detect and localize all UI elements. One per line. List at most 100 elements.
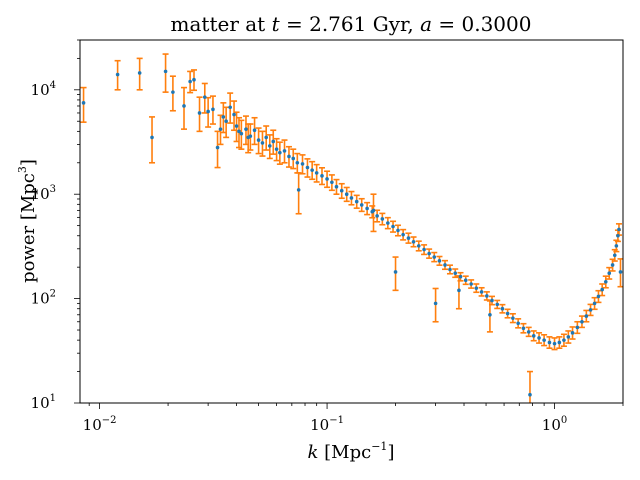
data-point: [396, 228, 400, 233]
data-point: [215, 145, 220, 150]
data-point: [271, 139, 276, 144]
data-point: [457, 288, 461, 293]
data-point: [433, 301, 438, 306]
data-point: [432, 255, 437, 259]
data-point: [188, 79, 192, 84]
data-point: [197, 111, 202, 115]
data-point: [211, 107, 215, 112]
data-point: [610, 263, 615, 267]
errorbar-layer: [80, 53, 624, 403]
data-point: [422, 247, 426, 252]
data-point: [463, 278, 468, 283]
data-point: [252, 128, 257, 133]
data-point: [244, 127, 248, 131]
data-point: [488, 312, 492, 317]
data-point: [393, 270, 398, 274]
data-point: [596, 294, 601, 299]
data-point: [305, 165, 310, 170]
data-point: [359, 203, 364, 207]
data-point: [248, 134, 253, 138]
data-point: [542, 338, 546, 342]
data-point: [150, 135, 154, 140]
data-point: [511, 316, 515, 320]
axes-frame: [79, 39, 624, 404]
data-point: [570, 331, 575, 335]
data-point: [600, 287, 604, 292]
data-point: [588, 308, 593, 312]
x-axis-label: k [Mpc−1]: [308, 440, 395, 463]
data-point: [386, 221, 390, 225]
point-layer: [81, 69, 623, 397]
x-tick-label: 100: [542, 415, 567, 434]
data-point: [580, 319, 584, 324]
data-point: [354, 199, 359, 204]
data-point: [310, 168, 314, 172]
data-point: [300, 162, 305, 166]
data-point: [616, 233, 620, 238]
data-point: [562, 338, 566, 342]
data-point: [287, 154, 291, 159]
data-point: [330, 180, 334, 185]
data-point: [416, 244, 421, 248]
data-point: [375, 214, 379, 218]
data-point: [344, 192, 349, 197]
y-tick-label: 103: [31, 184, 56, 203]
data-point: [406, 236, 411, 240]
data-point: [163, 69, 168, 74]
data-point: [232, 112, 236, 117]
data-point: [500, 306, 505, 311]
data-point: [234, 124, 239, 128]
data-point: [237, 129, 241, 134]
data-point: [380, 217, 385, 221]
data-point: [224, 119, 228, 124]
data-point: [528, 392, 532, 397]
data-point: [592, 301, 597, 306]
data-point: [566, 335, 571, 339]
data-point: [282, 149, 287, 153]
data-point: [612, 253, 617, 258]
data-point: [371, 208, 376, 213]
data-point: [547, 340, 552, 345]
x-tick-label: 10−2: [83, 415, 117, 434]
data-point: [490, 298, 494, 303]
data-point: [607, 271, 612, 276]
data-point: [516, 321, 520, 326]
data-point: [339, 188, 344, 193]
data-point: [221, 115, 226, 119]
data-point: [474, 286, 479, 290]
data-point: [320, 174, 324, 178]
data-point: [575, 325, 580, 330]
data-point: [411, 240, 416, 244]
data-point: [278, 150, 282, 155]
data-point: [469, 282, 473, 286]
data-point: [267, 144, 272, 148]
data-point: [557, 340, 562, 345]
data-point: [365, 206, 369, 211]
data-point: [334, 184, 339, 189]
data-point: [325, 177, 329, 181]
data-point: [617, 227, 621, 232]
data-point: [603, 279, 608, 284]
data-point: [552, 341, 557, 346]
data-point: [274, 147, 279, 151]
data-point: [228, 105, 232, 110]
data-point: [182, 104, 186, 108]
data-point: [505, 311, 510, 316]
data-point: [401, 232, 405, 237]
data-point: [192, 77, 196, 82]
data-point: [537, 336, 541, 340]
data-point: [391, 224, 395, 229]
data-point: [479, 290, 484, 294]
y-tick-label: 102: [31, 289, 56, 308]
y-axis-ticks: 101 102 103 104: [31, 39, 80, 412]
data-point: [618, 270, 623, 274]
data-point: [115, 72, 120, 77]
y-tick-label: 101: [31, 393, 56, 412]
data-point: [202, 95, 207, 99]
data-point: [206, 109, 210, 114]
data-point: [458, 274, 463, 279]
data-point: [264, 135, 268, 140]
y-tick-label: 104: [31, 80, 56, 99]
data-point: [614, 244, 619, 248]
